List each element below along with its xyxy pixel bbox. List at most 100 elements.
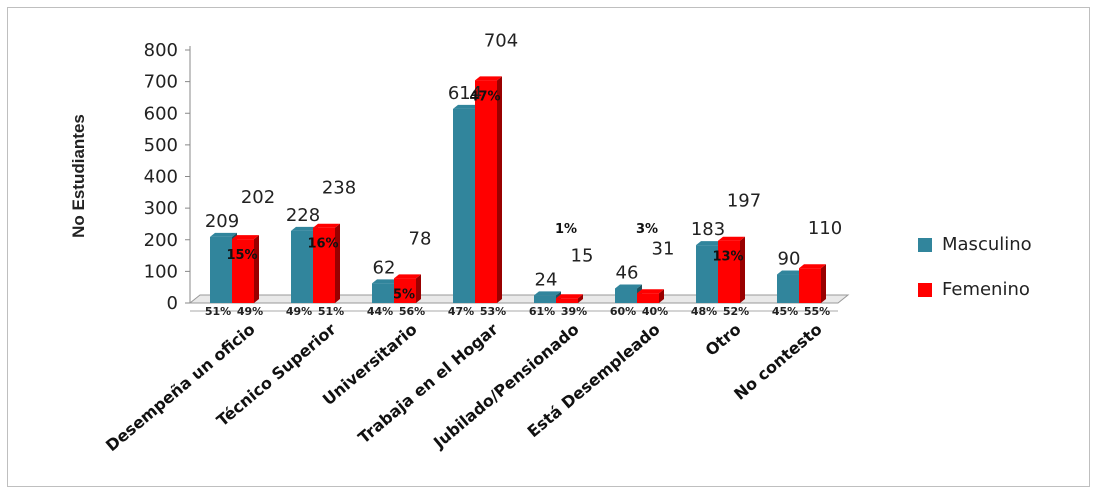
percent-label-masculino: 44% <box>367 305 393 318</box>
bar-femenino <box>232 239 254 303</box>
category-label: Trabaja en el Hogar <box>354 319 501 447</box>
percent-label-masculino: 61% <box>529 305 555 318</box>
y-tick-label: 800 <box>144 40 178 61</box>
data-label-masculino: 90 <box>778 249 801 270</box>
category-label: No contesto <box>730 320 825 404</box>
data-label-masculino: 62 <box>373 257 396 278</box>
legend-item-femenino[interactable]: Femenino <box>918 267 1032 312</box>
data-label-femenino: 78 <box>409 228 432 249</box>
legend-swatch-masculino <box>918 237 932 252</box>
bar-side-femenino <box>740 236 745 303</box>
bar-top-masculino <box>696 241 723 246</box>
data-label-masculino: 24 <box>535 269 558 290</box>
bar-top-femenino <box>475 76 502 81</box>
bar-side-femenino <box>659 289 664 303</box>
percent-label-masculino: 49% <box>286 305 312 318</box>
inner-percent-label: 5% <box>393 287 415 302</box>
bar-masculino <box>453 108 475 303</box>
y-tick-label: 500 <box>144 135 178 156</box>
bar-side-femenino <box>497 76 502 303</box>
data-label-femenino: 704 <box>484 30 518 51</box>
category-label: Jubilado/Pensionado <box>429 320 583 453</box>
data-label-femenino: 202 <box>241 187 275 208</box>
legend-label-femenino: Femenino <box>942 279 1030 300</box>
bar-top-femenino <box>637 289 664 294</box>
y-tick-label: 0 <box>167 293 178 314</box>
category-label: Otro <box>702 320 745 360</box>
chart-floor <box>188 294 850 304</box>
y-tick-label: 200 <box>144 230 178 251</box>
bar-masculino <box>777 274 799 303</box>
inner-percent-label: 13% <box>712 250 743 265</box>
bar-femenino <box>475 80 497 303</box>
y-tick-label: 400 <box>144 167 178 188</box>
bar-top-masculino <box>453 104 480 109</box>
data-label-femenino: 197 <box>727 191 761 212</box>
bar-side-femenino <box>254 235 259 303</box>
bar-masculino <box>534 295 556 303</box>
inner-percent-label: 1% <box>555 222 577 237</box>
bar-top-masculino <box>777 270 804 275</box>
legend-label-masculino: Masculino <box>942 234 1032 255</box>
data-label-masculino: 614 <box>448 83 482 104</box>
y-tick-label: 600 <box>144 103 178 124</box>
percent-label-masculino: 51% <box>205 305 231 318</box>
category-label: Está Desempleado <box>524 320 664 442</box>
legend: Masculino Femenino <box>918 222 1032 312</box>
bar-femenino <box>556 298 578 303</box>
percent-label-femenino: 55% <box>804 305 830 318</box>
data-label-masculino: 183 <box>691 219 725 240</box>
percent-label-femenino: 39% <box>561 305 587 318</box>
data-label-femenino: 15 <box>571 245 594 266</box>
bar-femenino <box>799 268 821 303</box>
bar-top-femenino <box>799 264 826 269</box>
percent-label-masculino: 48% <box>691 305 717 318</box>
bar-masculino <box>372 283 394 303</box>
bar-femenino <box>394 278 416 303</box>
percent-label-masculino: 45% <box>772 305 798 318</box>
bar-masculino <box>291 230 313 303</box>
data-label-femenino: 110 <box>808 218 842 239</box>
percent-label-masculino: 60% <box>610 305 636 318</box>
percent-label-femenino: 53% <box>480 305 506 318</box>
bar-masculino <box>210 236 232 303</box>
bar-masculino <box>615 288 637 303</box>
bar-top-femenino <box>394 274 421 279</box>
bar-top-masculino <box>534 291 561 296</box>
data-label-masculino: 46 <box>616 262 639 283</box>
bar-femenino <box>718 240 740 303</box>
bar-side-femenino <box>335 223 340 303</box>
inner-percent-label: 47% <box>469 89 500 104</box>
percent-label-femenino: 51% <box>318 305 344 318</box>
bar-side-femenino <box>578 294 583 303</box>
legend-item-masculino[interactable]: Masculino <box>918 222 1032 267</box>
bar-top-femenino <box>313 223 340 228</box>
data-label-masculino: 209 <box>205 211 239 232</box>
y-tick-label: 300 <box>144 198 178 219</box>
category-label: Desempeña un oficio <box>102 320 259 456</box>
bar-top-masculino <box>615 284 642 289</box>
bar-top-femenino <box>232 235 259 240</box>
chart-frame <box>7 7 1090 487</box>
y-tick-label: 100 <box>144 261 178 282</box>
percent-label-masculino: 47% <box>448 305 474 318</box>
data-label-femenino: 31 <box>652 238 675 259</box>
legend-swatch-femenino <box>918 282 932 297</box>
bar-masculino <box>696 245 718 303</box>
bar-side-femenino <box>821 264 826 303</box>
bar-top-femenino <box>556 294 583 299</box>
inner-percent-label: 15% <box>226 248 257 263</box>
y-axis-label: No Estudiantes <box>69 114 88 238</box>
bar-top-femenino <box>718 236 745 241</box>
bar-femenino <box>637 293 659 303</box>
percent-label-femenino: 56% <box>399 305 425 318</box>
inner-percent-label: 16% <box>307 237 338 252</box>
bar-side-femenino <box>416 274 421 303</box>
bar-femenino <box>313 227 335 303</box>
bar-top-masculino <box>291 226 318 231</box>
bar-top-masculino <box>210 232 237 237</box>
data-label-masculino: 228 <box>286 205 320 226</box>
y-tick-label: 700 <box>144 72 178 93</box>
percent-label-femenino: 52% <box>723 305 749 318</box>
